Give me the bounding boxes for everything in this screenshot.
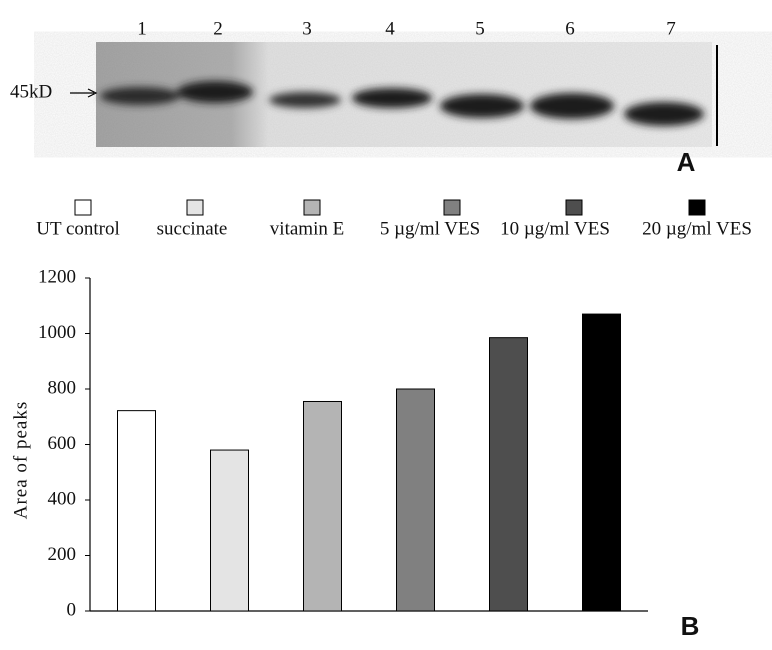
bar — [489, 337, 528, 612]
lane-label: 3 — [302, 18, 312, 39]
legend-swatch — [303, 199, 321, 216]
legend-swatch — [443, 199, 461, 216]
lane-label: 6 — [565, 18, 575, 39]
legend-label: 20 µg/ml VES — [642, 218, 752, 239]
blot — [70, 42, 718, 147]
y-tick-label: 1000 — [38, 322, 76, 343]
lane-label: 1 — [137, 18, 147, 39]
legend-swatch — [186, 199, 204, 216]
y-tick-label: 1200 — [38, 266, 76, 287]
bar — [396, 388, 435, 612]
bar — [303, 400, 342, 612]
marker-label: 45kD — [10, 81, 52, 102]
lane-label: 4 — [385, 18, 395, 39]
panel-label: B — [681, 611, 700, 641]
y-tick-label: 600 — [48, 433, 77, 454]
lane-labels: 1 2 3 4 5 6 7 — [137, 18, 676, 39]
legend-label: vitamin E — [270, 218, 344, 239]
legend-swatch — [74, 199, 92, 216]
legend-label: succinate — [157, 218, 228, 239]
bar — [117, 410, 156, 612]
y-tick-label: 0 — [67, 599, 77, 620]
y-tick-label: 400 — [48, 488, 77, 509]
lane-label: 5 — [475, 18, 485, 39]
y-tick-label: 800 — [48, 377, 77, 398]
y-tick-label: 200 — [48, 544, 77, 565]
lane-label: 7 — [666, 18, 676, 39]
lane-label: 2 — [213, 18, 223, 39]
bar — [210, 449, 249, 612]
legend-label: 5 µg/ml VES — [380, 218, 480, 239]
panel-label: A — [677, 147, 696, 177]
legend-label: UT control — [36, 218, 120, 239]
legend-swatch — [565, 199, 583, 216]
bar — [582, 313, 621, 612]
legend-swatch — [688, 199, 706, 216]
legend-label: 10 µg/ml VES — [500, 218, 610, 239]
y-axis-title: Area of peaks — [10, 401, 31, 520]
